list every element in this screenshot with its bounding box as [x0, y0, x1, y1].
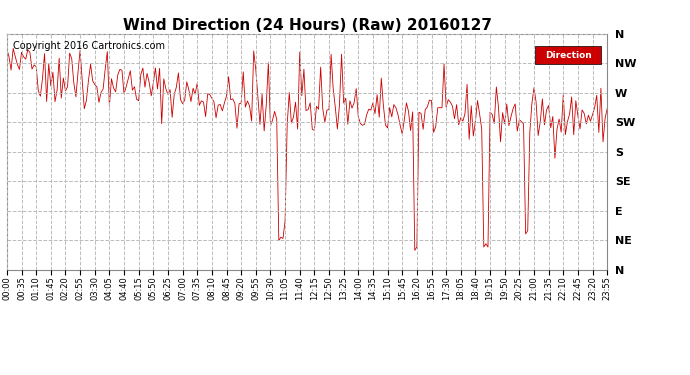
Text: Copyright 2016 Cartronics.com: Copyright 2016 Cartronics.com	[13, 41, 165, 51]
Bar	[535, 46, 601, 64]
Title: Wind Direction (24 Hours) (Raw) 20160127: Wind Direction (24 Hours) (Raw) 20160127	[123, 18, 491, 33]
Text: Direction: Direction	[545, 51, 591, 60]
